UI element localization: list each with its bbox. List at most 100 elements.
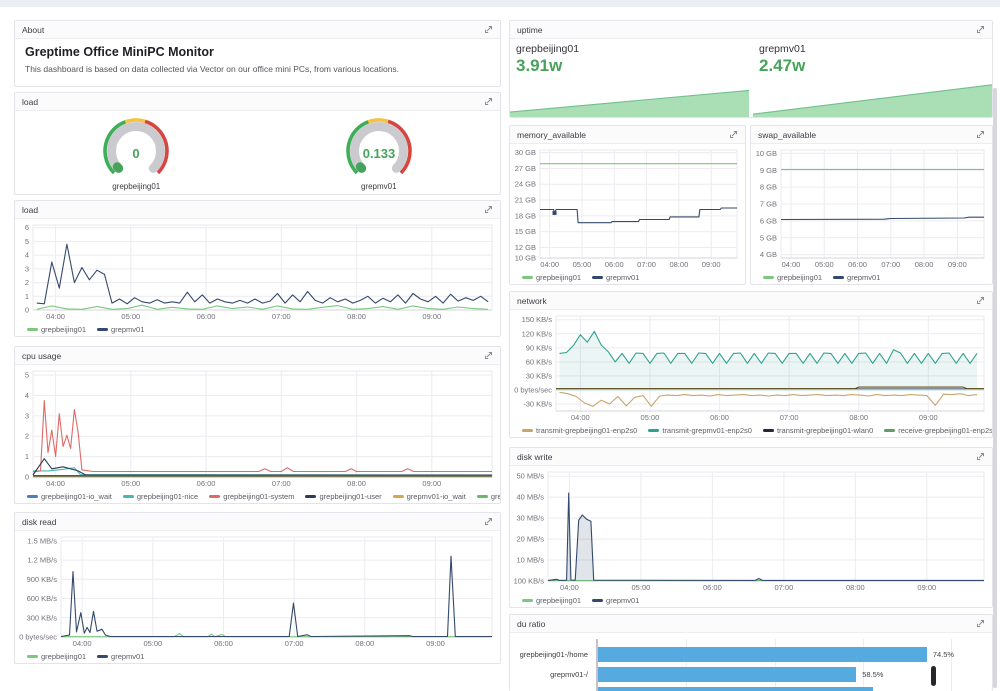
- expand-icon[interactable]: [975, 296, 985, 306]
- legend-item[interactable]: transmit-grepbeijing01-wlan0: [762, 426, 873, 435]
- svg-text:120 KB/s: 120 KB/s: [522, 329, 553, 338]
- panel-network: network 04:00 05:00 06:00 07:00 08:00 09:00 -3…: [509, 291, 993, 438]
- legend-swatch: [27, 655, 38, 658]
- legend-item[interactable]: grepbeijing01-nice: [122, 492, 198, 501]
- du-bar-row[interactable]: grepmv01-/ 58.5%: [550, 667, 992, 682]
- gauge-row: 0 grepbeijing01 0.133 grepmv01: [15, 111, 500, 194]
- legend-item[interactable]: grepbeijing01: [522, 596, 581, 605]
- legend-item[interactable]: grepmv01: [97, 325, 144, 334]
- du-bar-value: 58.5%: [862, 670, 884, 679]
- disk-write-chart[interactable]: 04:00 05:00 06:00 07:00 08:00 09:00 100 KB/s 10…: [510, 466, 992, 594]
- expand-icon[interactable]: [483, 517, 493, 527]
- legend-swatch: [27, 495, 38, 498]
- panel-title: cpu usage: [22, 350, 62, 361]
- legend-item[interactable]: grepbeijing01: [27, 325, 86, 334]
- disk-read-chart[interactable]: 04:00 05:00 06:00 07:00 08:00 09:00 0 bytes/se…: [15, 531, 500, 650]
- gauge-label: grepmv01: [360, 182, 397, 191]
- panel-load-timeseries-header: load: [15, 201, 500, 219]
- memory-available-legend: grepbeijing01 grepmv01: [510, 271, 745, 284]
- panel-title: swap_available: [758, 129, 817, 140]
- legend-item[interactable]: grepbeijing01-system: [209, 492, 294, 501]
- expand-icon[interactable]: [483, 351, 493, 361]
- uptime-stat-grepmv01: grepmv01 2.47w: [753, 39, 992, 117]
- legend-item[interactable]: transmit-grepmv01-enp2s0: [648, 426, 752, 435]
- legend-item[interactable]: grepbeijing01: [522, 273, 581, 282]
- legend-item[interactable]: grepbeijing01-user: [305, 492, 382, 501]
- du-bar: [598, 667, 857, 682]
- svg-text:5: 5: [25, 371, 29, 380]
- du-axis-line: [596, 639, 598, 691]
- svg-text:08:00: 08:00: [355, 639, 374, 648]
- expand-icon[interactable]: [483, 205, 493, 215]
- legend-label: grepmv01: [111, 325, 145, 334]
- stat-name: grepbeijing01: [516, 43, 580, 55]
- legend-item[interactable]: grepmv01-nice: [476, 492, 500, 501]
- svg-text:300 KB/s: 300 KB/s: [27, 613, 58, 622]
- cpu-usage-chart[interactable]: 04:00 05:00 06:00 07:00 08:00 09:00 0 1 2 3 4 5: [15, 365, 500, 490]
- du-gridline: [774, 639, 776, 691]
- du-scrollbar-thumb[interactable]: [931, 666, 936, 686]
- legend-label: grepbeijing01: [536, 596, 582, 605]
- memory-available-chart[interactable]: 04:00 05:00 06:00 07:00 08:00 09:00 10 GB 12 GB…: [510, 144, 745, 271]
- expand-icon[interactable]: [728, 130, 738, 140]
- legend-item[interactable]: grepbeijing01-io_wait: [27, 492, 112, 501]
- svg-text:900 KB/s: 900 KB/s: [27, 575, 58, 584]
- panel-cpu-usage-header: cpu usage: [15, 347, 500, 365]
- expand-icon[interactable]: [483, 97, 493, 107]
- svg-text:15 GB: 15 GB: [515, 227, 536, 236]
- panel-swap-available: swap_available 04:00 05:00 06:00 07:00 08:00…: [750, 125, 993, 285]
- expand-icon[interactable]: [975, 25, 985, 35]
- network-chart[interactable]: 04:00 05:00 06:00 07:00 08:00 09:00 -30 KB/s 0 …: [510, 310, 992, 424]
- svg-text:0 bytes/sec: 0 bytes/sec: [19, 633, 57, 642]
- stat-name: grepmv01: [759, 43, 806, 55]
- legend-item[interactable]: grepmv01: [97, 652, 144, 661]
- legend-item[interactable]: grepmv01: [592, 273, 639, 282]
- expand-icon[interactable]: [975, 452, 985, 462]
- legend-label: grepmv01: [606, 273, 640, 282]
- svg-text:06:00: 06:00: [214, 639, 233, 648]
- legend-swatch: [592, 276, 604, 279]
- svg-text:1.5 MB/s: 1.5 MB/s: [27, 536, 57, 545]
- legend-item[interactable]: grepbeijing01: [27, 652, 86, 661]
- svg-text:09:00: 09:00: [426, 639, 445, 648]
- legend-swatch: [476, 495, 488, 498]
- panel-title: About: [22, 24, 45, 35]
- du-ratio-chart[interactable]: grepbeijing01-/home 74.5% grepmv01-/ 58.5%: [510, 633, 992, 691]
- page-scrollbar[interactable]: [993, 88, 997, 688]
- legend-item[interactable]: grepmv01: [833, 273, 880, 282]
- svg-text:07:00: 07:00: [780, 413, 799, 422]
- load-chart[interactable]: 04:00 05:00 06:00 07:00 08:00 09:00 0 1 2 3 4 5 6: [15, 219, 500, 323]
- du-bar-row[interactable]: [598, 687, 992, 691]
- svg-text:4: 4: [25, 391, 29, 400]
- legend-label: grepbeijing01: [41, 652, 87, 661]
- expand-icon[interactable]: [975, 619, 985, 629]
- legend-item[interactable]: receive-grepbeijing01-enp2s0: [884, 426, 992, 435]
- legend-item[interactable]: grepmv01-io_wait: [392, 492, 466, 501]
- legend-item[interactable]: grepmv01: [592, 596, 639, 605]
- svg-text:2: 2: [25, 432, 29, 441]
- du-bar: [598, 687, 873, 691]
- expand-icon[interactable]: [483, 25, 493, 35]
- legend-swatch: [305, 495, 317, 498]
- svg-text:30 GB: 30 GB: [515, 148, 536, 157]
- expand-icon[interactable]: [975, 130, 985, 140]
- svg-text:04:00: 04:00: [46, 312, 65, 321]
- legend-swatch: [522, 599, 533, 602]
- svg-text:0: 0: [25, 473, 29, 482]
- cpu-usage-legend: grepbeijing01-io_wait grepbeijing01-nice g…: [15, 490, 500, 503]
- legend-label: grepmv01-nice: [490, 492, 500, 501]
- svg-text:07:00: 07:00: [881, 260, 900, 269]
- svg-text:24 GB: 24 GB: [515, 180, 536, 189]
- legend-swatch: [833, 276, 845, 279]
- swap-available-chart[interactable]: 04:00 05:00 06:00 07:00 08:00 09:00 4 GB 5 GB 6 …: [751, 144, 992, 271]
- du-bar-row[interactable]: grepbeijing01-/home 74.5%: [520, 647, 992, 662]
- legend-item[interactable]: transmit-grepbeijing01-enp2s0: [522, 426, 637, 435]
- stat-value: 3.91w: [516, 56, 563, 75]
- legend-item[interactable]: grepbeijing01: [763, 273, 822, 282]
- legend-label: grepbeijing01: [41, 325, 87, 334]
- panel-load-timeseries: load 04:00 05:00 06:00 07:00 08:00 09:00 0 1 2 3 4…: [14, 200, 501, 337]
- svg-text:08:00: 08:00: [846, 583, 865, 592]
- about-content: Greptime Office MiniPC Monitor This dash…: [15, 39, 500, 86]
- svg-text:07:00: 07:00: [637, 260, 656, 269]
- svg-text:05:00: 05:00: [641, 413, 660, 422]
